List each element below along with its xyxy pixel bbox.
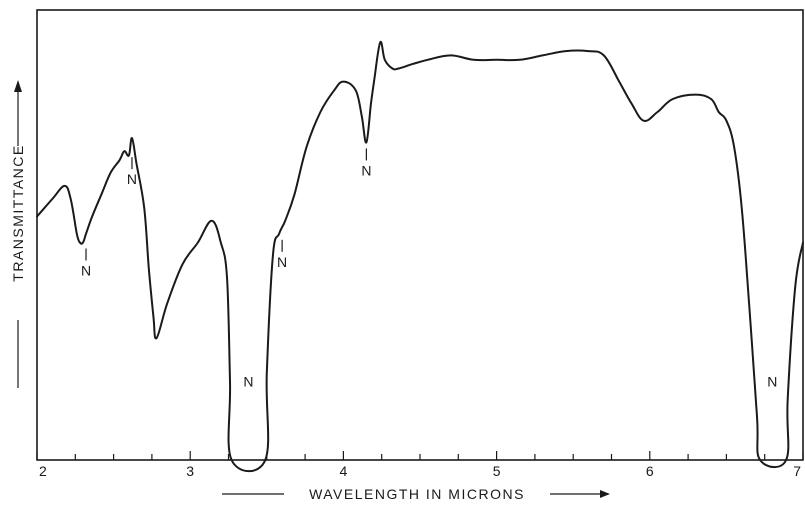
x-axis-tick-labels: 2 3 4 5 6 7 [39, 463, 801, 479]
plot-frame [36, 9, 804, 461]
x-tick-label: 7 [793, 463, 801, 479]
x-label-arrowhead [600, 490, 610, 498]
x-tick-label: 4 [340, 463, 348, 479]
x-axis-ticks [36, 451, 804, 460]
x-tick-label: 3 [186, 463, 194, 479]
annotation-label: N [127, 171, 137, 187]
annotation-label: N [243, 374, 253, 390]
x-axis-label-group: WAVELENGTH IN MICRONS [222, 486, 610, 502]
x-tick-label: 2 [39, 463, 47, 479]
annotation-label: N [361, 162, 371, 178]
annotation-label: N [81, 263, 91, 279]
y-axis-label-group: TRANSMITTANCE [10, 80, 26, 388]
x-tick-label: 6 [646, 463, 654, 479]
y-axis-label: TRANSMITTANCE [10, 144, 26, 281]
x-tick-label: 5 [493, 463, 501, 479]
annotations: N N N N N N [81, 148, 777, 390]
x-axis-label: WAVELENGTH IN MICRONS [309, 486, 525, 502]
transmittance-curve [36, 40, 804, 473]
annotation-label: N [277, 254, 287, 270]
annotation-label: N [767, 374, 777, 390]
y-label-arrowhead [14, 80, 22, 92]
